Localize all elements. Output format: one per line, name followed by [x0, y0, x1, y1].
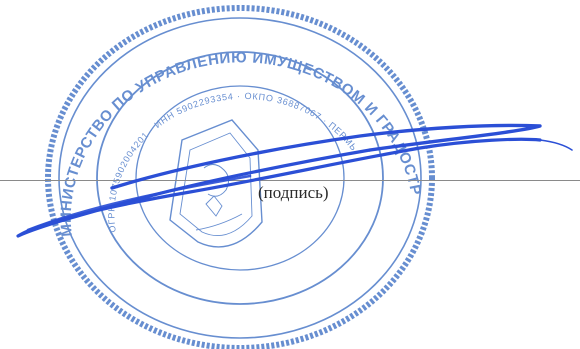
signature-stroke-lower [26, 174, 252, 232]
seal-outer-ring [45, 5, 435, 349]
seal-inner-ring [135, 85, 345, 271]
signature-stroke-tail [539, 139, 573, 151]
seal-middle-ring [96, 51, 384, 305]
signature-line [0, 180, 580, 181]
seal-outer-ring-inner-edge [58, 17, 422, 339]
signature-stroke-upper [110, 123, 542, 190]
signature-caption: (подпись) [258, 183, 329, 202]
signature-stroke-main [16, 137, 542, 238]
